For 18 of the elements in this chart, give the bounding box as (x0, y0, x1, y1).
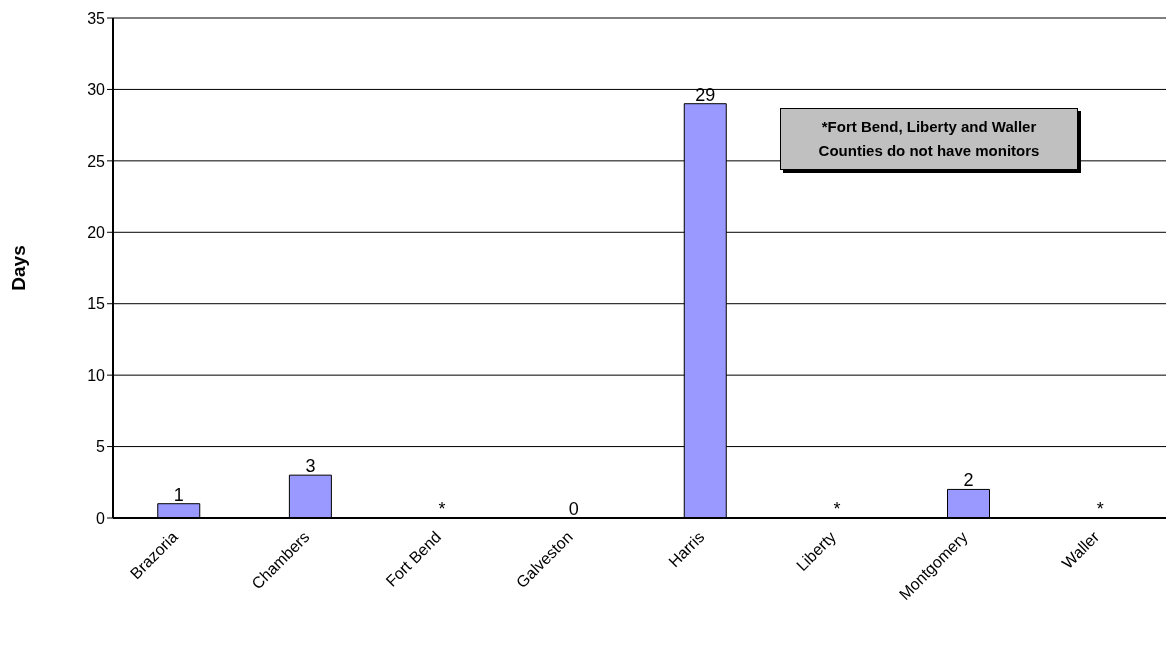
data-label: 2 (963, 470, 974, 491)
text: * (438, 499, 446, 519)
y-tick-label: 0 (96, 509, 106, 527)
data-label: 3 (305, 456, 316, 477)
data-label: 1 (173, 484, 184, 505)
y-tick-label: 15 (87, 295, 106, 313)
y-tick-label: 30 (87, 81, 106, 99)
y-tick-label: 5 (96, 438, 106, 456)
text: * (1096, 499, 1104, 519)
y-tick-label: 10 (87, 366, 106, 384)
note-box: *Fort Bend, Liberty and Waller Counties do not have monitors (780, 108, 1078, 170)
y-tick-label: 25 (87, 152, 106, 170)
data-label: 29 (695, 84, 716, 105)
text: * (833, 499, 841, 519)
y-tick-label: 20 (87, 223, 106, 241)
data-label: 0 (568, 499, 579, 519)
y-tick-label: 35 (87, 9, 106, 27)
y-axis-title: Days (7, 245, 29, 291)
